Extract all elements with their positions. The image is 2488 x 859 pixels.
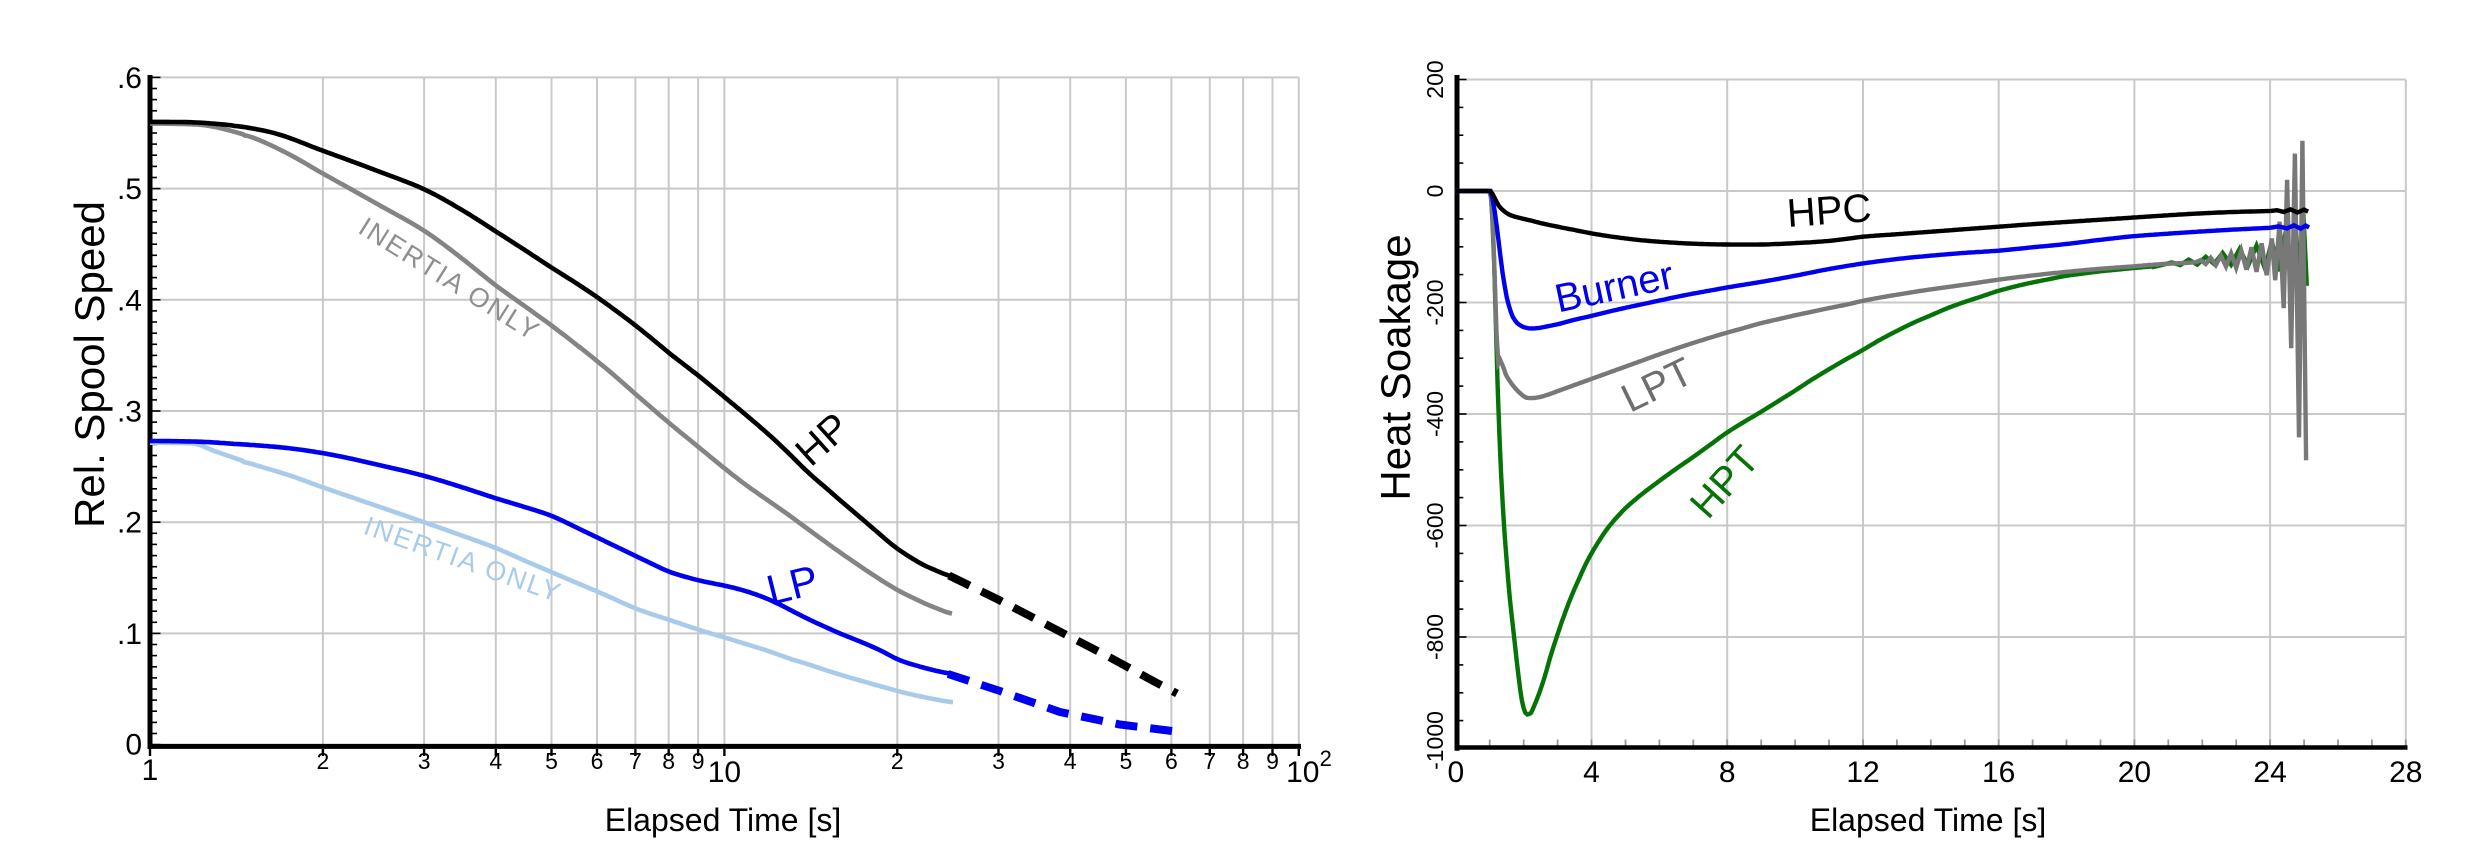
svg-text:3: 3: [992, 748, 1005, 774]
svg-text:2: 2: [1320, 746, 1332, 771]
svg-text:6: 6: [591, 748, 604, 774]
svg-text:7: 7: [1203, 748, 1216, 774]
svg-text:12: 12: [1846, 756, 1879, 789]
svg-text:.5: .5: [117, 173, 142, 206]
svg-text:1: 1: [142, 754, 159, 787]
svg-text:-1000: -1000: [1422, 711, 1448, 770]
svg-text:9: 9: [692, 748, 705, 774]
svg-text:4: 4: [1583, 756, 1600, 789]
svg-text:.1: .1: [117, 618, 142, 651]
svg-text:-600: -600: [1422, 502, 1448, 548]
svg-text:200: 200: [1422, 60, 1448, 98]
svg-text:.6: .6: [117, 62, 142, 95]
svg-text:2: 2: [317, 748, 330, 774]
svg-text:2: 2: [891, 748, 904, 774]
svg-text:0: 0: [1422, 185, 1448, 198]
svg-text:Rel. Spool Speed: Rel. Spool Speed: [66, 201, 113, 528]
svg-text:7: 7: [629, 748, 642, 774]
svg-text:16: 16: [1982, 756, 2015, 789]
svg-text:8: 8: [662, 748, 675, 774]
svg-text:9: 9: [1266, 748, 1279, 774]
svg-text:28: 28: [2389, 756, 2422, 789]
svg-text:.4: .4: [117, 284, 142, 317]
svg-text:.3: .3: [117, 396, 142, 429]
svg-text:20: 20: [2118, 756, 2151, 789]
svg-text:Heat Soakage: Heat Soakage: [1372, 234, 1419, 500]
svg-text:Elapsed Time [s]: Elapsed Time [s]: [1810, 802, 2047, 838]
svg-text:5: 5: [545, 748, 558, 774]
svg-text:8: 8: [1719, 756, 1736, 789]
svg-text:4: 4: [489, 748, 502, 774]
svg-text:24: 24: [2253, 756, 2286, 789]
svg-text:-400: -400: [1422, 391, 1448, 437]
svg-text:6: 6: [1165, 748, 1178, 774]
svg-text:-200: -200: [1422, 279, 1448, 325]
svg-text:10: 10: [708, 756, 741, 789]
svg-text:Elapsed Time [s]: Elapsed Time [s]: [605, 802, 842, 838]
svg-text:0: 0: [125, 729, 142, 762]
svg-text:10: 10: [1286, 756, 1319, 789]
svg-text:3: 3: [418, 748, 431, 774]
svg-text:0: 0: [1447, 756, 1464, 789]
svg-text:8: 8: [1237, 748, 1250, 774]
svg-text:4: 4: [1064, 748, 1077, 774]
svg-text:-800: -800: [1422, 614, 1448, 660]
svg-text:5: 5: [1120, 748, 1133, 774]
svg-text:HPC: HPC: [1785, 186, 1872, 236]
svg-text:.2: .2: [117, 507, 142, 540]
